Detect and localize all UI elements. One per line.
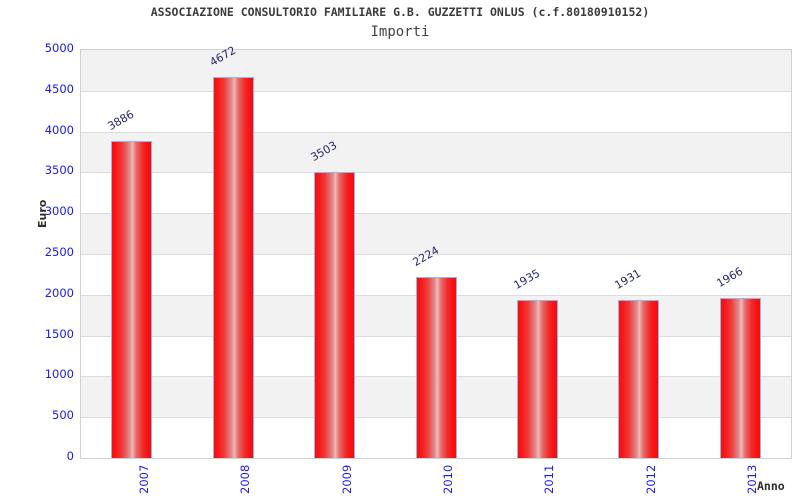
x-axis-title: Anno — [757, 479, 785, 493]
y-tick-label: 2500 — [44, 245, 74, 259]
gridline — [81, 172, 791, 173]
y-tick-label: 500 — [52, 408, 74, 423]
y-tick-label: 1000 — [44, 367, 74, 382]
bar[interactable] — [415, 276, 457, 458]
x-tick-label: 2010 — [441, 464, 455, 494]
bar[interactable] — [212, 76, 254, 458]
chart-title: ASSOCIAZIONE CONSULTORIO FAMILIARE G.B. … — [150, 5, 650, 19]
y-tick-label: 1500 — [44, 326, 74, 341]
x-tick-label: 2012 — [643, 464, 658, 494]
y-axis-title: Euro — [36, 199, 49, 228]
y-tick-label: 0 — [66, 449, 74, 463]
bar-value-label: 1966 — [714, 264, 746, 290]
gridline — [81, 213, 791, 214]
x-tick-label: 2011 — [542, 464, 557, 494]
bar[interactable] — [516, 300, 558, 458]
bar-value-label: 1935 — [511, 266, 543, 293]
y-tick-label: 5000 — [44, 41, 74, 55]
plot-band — [81, 50, 791, 91]
x-axis-ticks: 2007 2008 2009 2010 2011 2012 2013 — [80, 462, 790, 500]
plot-area: 3886 4672 3503 2224 1935 1931 1966 — [80, 43, 792, 459]
gridline — [81, 132, 791, 133]
bar-value-label: 1931 — [612, 267, 644, 293]
bar[interactable] — [314, 172, 356, 458]
y-tick-label: 4500 — [44, 81, 74, 96]
gridline — [81, 254, 791, 255]
y-tick-label: 2000 — [44, 285, 74, 300]
y-tick-label: 3500 — [44, 163, 74, 178]
plot-band — [81, 213, 791, 254]
x-tick-label: 2009 — [339, 464, 354, 494]
y-tick-label: 4000 — [44, 122, 74, 137]
gridline — [81, 91, 791, 92]
bar[interactable] — [111, 140, 153, 458]
x-tick-label: 2008 — [238, 464, 253, 494]
y-axis-ticks: 0 500 1000 1500 2000 2500 3000 3500 4000 4500 5000 — [0, 41, 74, 463]
plot-band — [81, 131, 791, 173]
x-tick-label: 2007 — [136, 464, 151, 494]
bar[interactable] — [719, 297, 761, 458]
y-tick-label: 3000 — [44, 204, 74, 219]
bar-value-label: 3886 — [105, 107, 137, 133]
bar[interactable] — [618, 300, 660, 458]
chart-subtitle: Importi — [370, 24, 430, 40]
